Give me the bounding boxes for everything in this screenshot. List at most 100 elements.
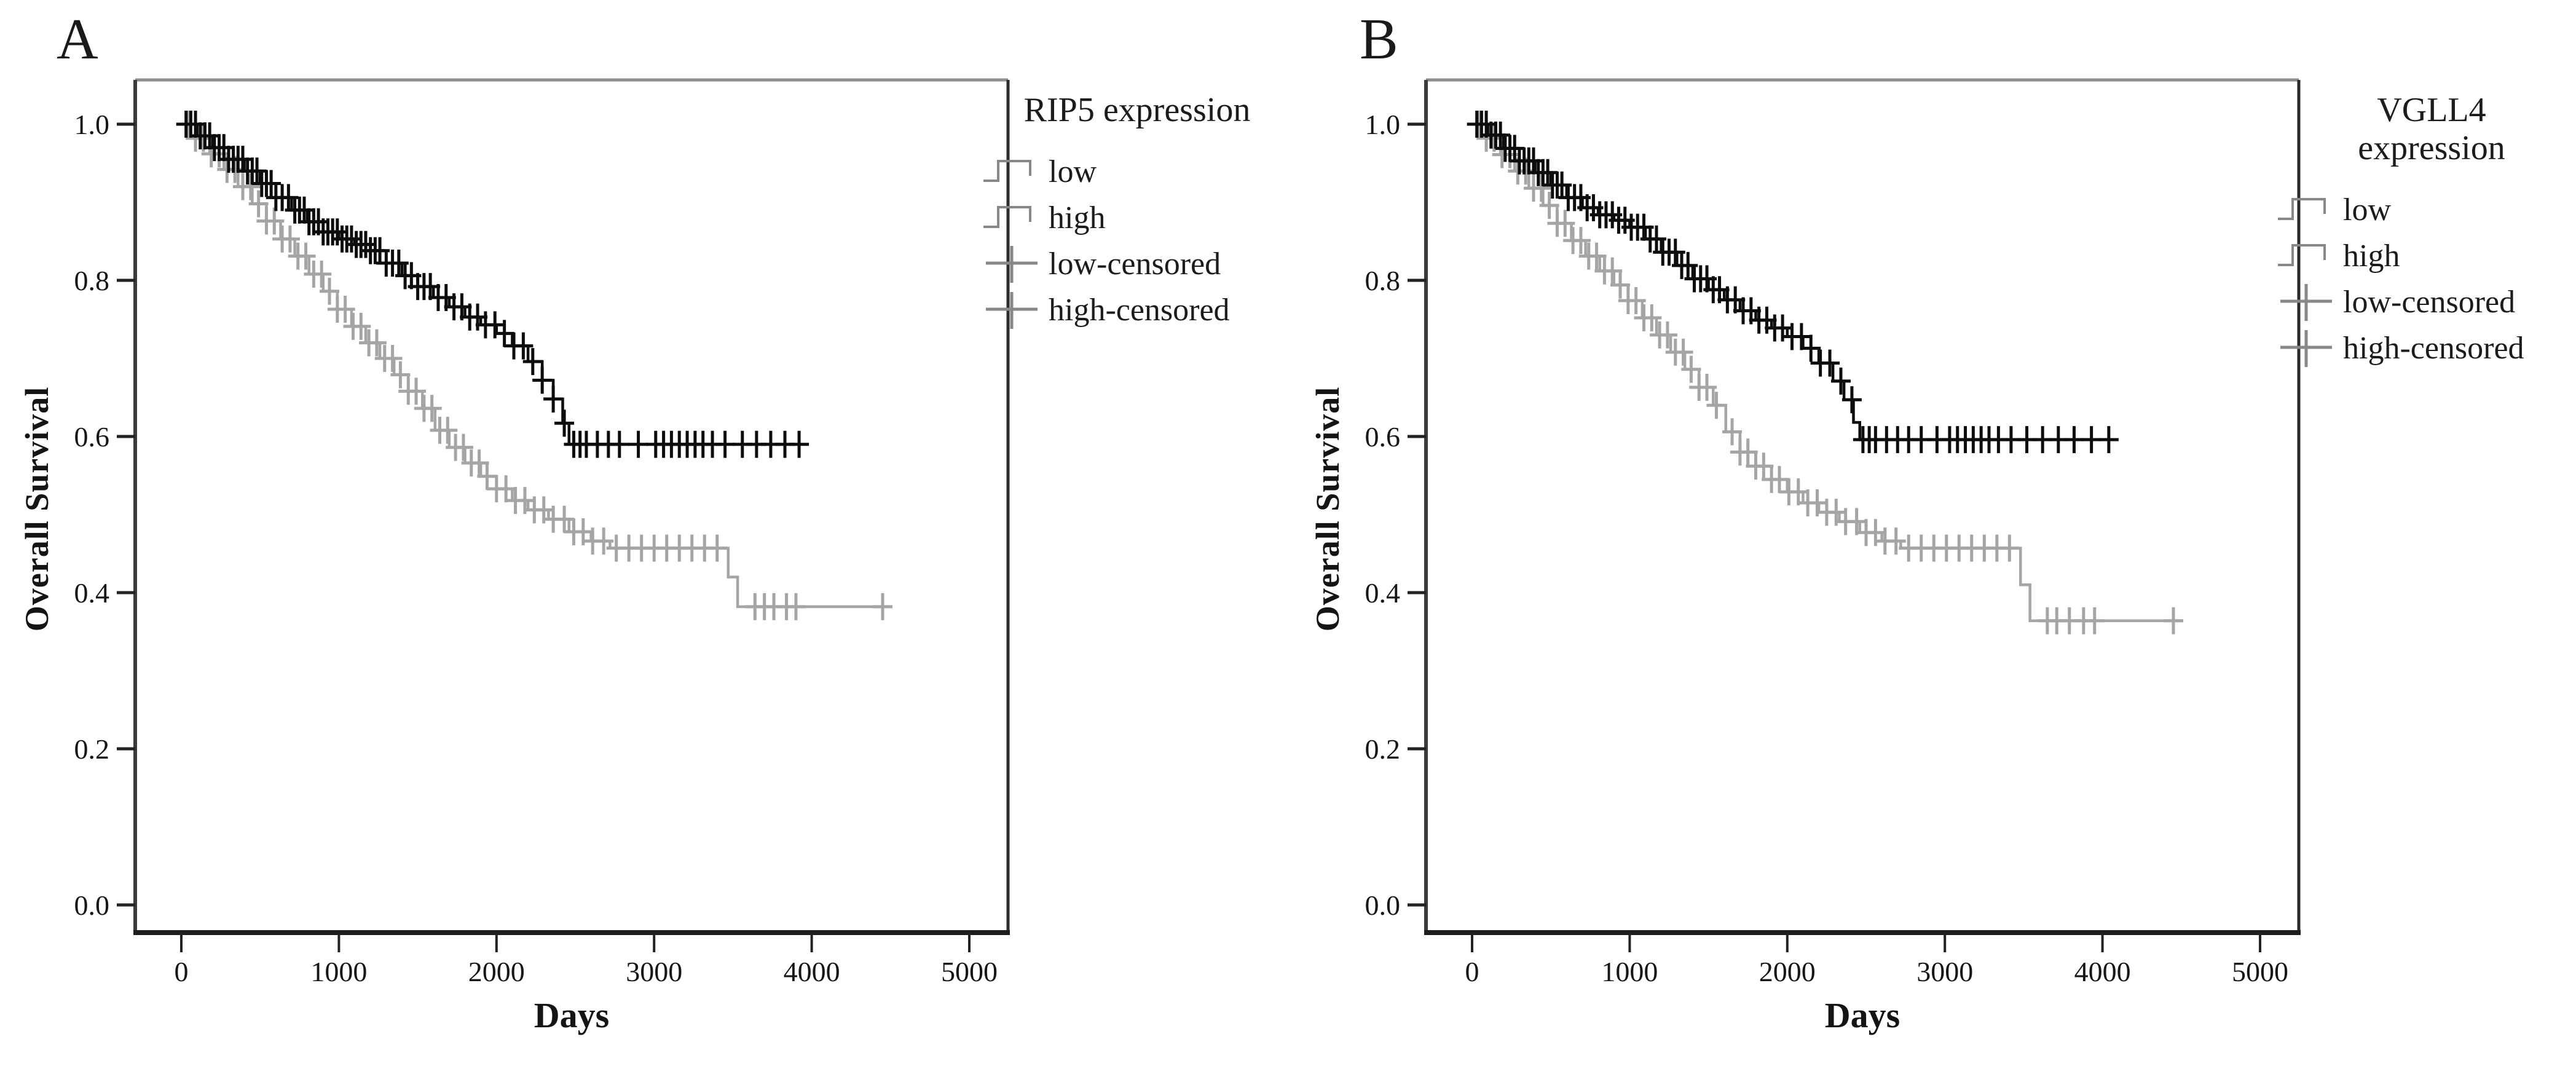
censor-mark (554, 505, 575, 533)
x-tick-label: 1000 (310, 956, 367, 987)
censor-mark (477, 462, 497, 490)
censor-mark (1722, 418, 1743, 446)
x-tick-label: 5000 (2232, 956, 2288, 987)
legend-item-high: high (983, 195, 1291, 241)
censor-mark (1681, 355, 1701, 383)
censor-mark (1788, 478, 1808, 506)
plus-cross-icon (983, 245, 1042, 284)
legend-a: RIP5 expression low high low-censored hi… (983, 91, 1291, 333)
y-tick-label: 0.4 (74, 577, 110, 609)
legend-title-line2: expression (2358, 129, 2505, 167)
censor-mark (2084, 607, 2105, 634)
censor-mark (513, 332, 534, 360)
censor-mark (1738, 438, 1758, 466)
censor-mark (1626, 287, 1646, 315)
censor-mark (355, 231, 376, 258)
x-tick-label: 4000 (784, 956, 840, 987)
censor-mark (1476, 111, 1497, 138)
legend-label: low-censored (1049, 247, 1221, 282)
censor-mark (1846, 508, 1867, 535)
legend-item-high-censored: high-censored (983, 287, 1291, 333)
legend-item-low-censored: low-censored (2278, 279, 2576, 325)
censor-mark (296, 242, 316, 270)
censor-mark (453, 433, 473, 461)
panel-a: A Overall Survival 0 1000 2000 3000 4000 5000… (18, 7, 1291, 1035)
censor-mark (1555, 210, 1575, 237)
legend-label: high-censored (1049, 293, 1230, 328)
censor-mark (247, 157, 267, 185)
censor-mark (232, 146, 253, 173)
censor-mark (438, 416, 458, 444)
legend-title: VGLL4 expression (2278, 91, 2576, 187)
x-tick-label: 1000 (1601, 956, 1658, 987)
censor-marks-high (1467, 111, 2119, 454)
panel-b: B Overall Survival 0 1000 2000 3000 4000 5000… (1291, 0, 2576, 1066)
censor-mark (312, 260, 332, 288)
y-tick-label: 1.0 (1365, 109, 1401, 140)
plus-cross-icon (2278, 283, 2337, 322)
censor-mark (1841, 386, 1862, 414)
x-tick-label: 2000 (468, 956, 525, 987)
censor-mark (628, 430, 648, 458)
censor-mark (872, 593, 892, 620)
censor-mark (422, 395, 442, 422)
x-tick-label: 0 (175, 956, 189, 987)
x-tick-label: 4000 (2074, 956, 2131, 987)
legend-label: high-censored (2343, 331, 2524, 366)
censor-mark (200, 122, 220, 150)
plus-cross-icon (983, 291, 1042, 330)
censor-mark (1602, 257, 1623, 285)
legend-label: high (1049, 200, 1106, 235)
censor-mark (1642, 304, 1662, 331)
y-tick-label: 0.6 (74, 421, 110, 452)
plus-cross-icon (2278, 329, 2337, 368)
censor-mark (1791, 323, 1811, 350)
x-tick-label: 3000 (1916, 956, 1973, 987)
censor-mark (1801, 334, 1821, 362)
censor-mark (1820, 349, 1840, 377)
censor-mark (609, 430, 629, 458)
censor-mark (406, 377, 427, 405)
x-tick-label: 0 (1465, 956, 1479, 987)
censor-mark (1697, 373, 1717, 401)
censor-mark (1673, 338, 1693, 366)
y-tick-label: 0.2 (1365, 733, 1401, 765)
censor-mark (1610, 271, 1631, 299)
y-tick-label: 0.8 (74, 265, 110, 296)
censor-mark (327, 218, 347, 246)
censor-mark (248, 190, 269, 218)
legend-item-low: low (2278, 187, 2576, 233)
censor-mark (1769, 465, 1789, 493)
censor-mark (294, 196, 314, 224)
censor-mark (240, 173, 261, 200)
censor-mark (1531, 175, 1551, 202)
censor-mark (2163, 607, 2183, 634)
censor-mark (341, 225, 361, 253)
censor-mark (214, 134, 234, 162)
censor-mark (2064, 426, 2084, 454)
censor-mark (1657, 321, 1677, 349)
legend-label: high (2343, 239, 2400, 274)
x-tick-label: 3000 (626, 956, 682, 987)
step-line-icon (2278, 191, 2337, 230)
censor-marks-high (176, 111, 809, 458)
censor-mark (522, 348, 543, 376)
plot-area-a: 0 1000 2000 3000 4000 5000 0.0 0.2 0.4 0.6 0.8 1.0 (74, 78, 1010, 987)
y-tick-label: 0.2 (74, 733, 110, 765)
legend-title-line1: VGLL4 (2377, 91, 2486, 129)
survival-curve-high (181, 122, 804, 446)
censor-mark (1570, 227, 1591, 255)
legend-item-high-censored: high-censored (2278, 325, 2576, 371)
panel-letter-a: A (57, 7, 98, 71)
legend-b: VGLL4 expression low high low-censored h… (2278, 91, 2576, 371)
censor-mark (1999, 534, 2020, 562)
step-line-icon (983, 152, 1042, 192)
censor-mark (1706, 392, 1727, 419)
legend-item-low: low (983, 149, 1291, 195)
censor-mark (494, 320, 514, 347)
censor-mark (786, 593, 806, 620)
censor-mark (554, 409, 575, 437)
censor-mark (1539, 192, 1559, 219)
censor-mark (1830, 367, 1851, 395)
censor-mark (1523, 147, 1543, 175)
